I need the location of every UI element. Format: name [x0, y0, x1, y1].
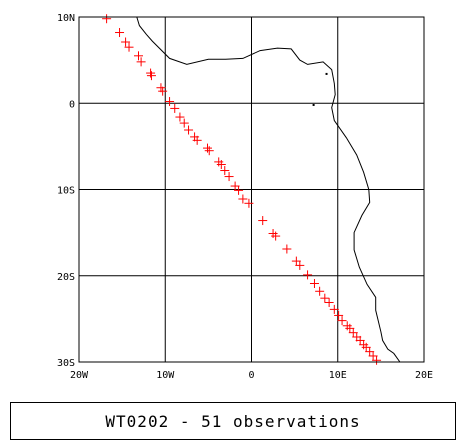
- observation-marker: [204, 146, 214, 156]
- observation-marker: [184, 125, 194, 135]
- caption-text: WT0202 - 51 observations: [105, 411, 361, 431]
- observation-marker: [136, 57, 146, 67]
- observation-marker: [315, 286, 325, 296]
- observation-marker: [258, 216, 268, 226]
- latitude-tick-label: 0: [69, 99, 75, 110]
- island-marker: [312, 103, 315, 106]
- island-marker: [325, 72, 328, 75]
- observation-marker: [134, 51, 144, 61]
- observation-marker: [146, 68, 156, 78]
- latitude-tick-label: 10S: [57, 186, 75, 197]
- observation-marker: [224, 172, 234, 182]
- observation-marker: [192, 135, 202, 145]
- observation-marker: [165, 97, 175, 107]
- coastline-path: [136, 16, 401, 363]
- observation-markers: [102, 14, 382, 365]
- map-plot: 20W 10W 0 10E 20E 10N 0 10S 20S 30S: [57, 13, 433, 381]
- longitude-tick-label: 10W: [156, 370, 175, 381]
- longitude-tick-label: 10E: [329, 370, 347, 381]
- observation-marker: [234, 185, 244, 195]
- observation-marker: [146, 71, 156, 81]
- observation-marker: [334, 310, 344, 320]
- observation-marker: [329, 304, 339, 314]
- longitude-tick-labels: 20W 10W 0 10E 20E: [70, 370, 433, 381]
- observation-marker: [124, 42, 134, 52]
- observation-marker: [179, 118, 189, 128]
- observation-marker: [102, 14, 112, 24]
- observation-marker: [175, 112, 185, 122]
- observation-marker: [342, 321, 352, 331]
- observation-marker: [238, 194, 248, 204]
- latitude-tick-label: 20S: [57, 272, 75, 283]
- longitude-tick-label: 20W: [70, 370, 89, 381]
- observation-marker: [282, 244, 292, 254]
- observation-marker: [372, 355, 382, 365]
- latitude-tick-label: 10N: [57, 13, 75, 24]
- observation-marker: [158, 86, 168, 96]
- observation-marker: [324, 297, 334, 307]
- latitude-tick-labels: 10N 0 10S 20S 30S: [57, 13, 75, 369]
- graticule-grid: [78, 16, 425, 363]
- observation-marker: [216, 159, 226, 169]
- longitude-tick-label: 0: [248, 370, 254, 381]
- longitude-tick-label: 20E: [415, 370, 433, 381]
- coastline: [136, 16, 401, 363]
- latitude-tick-label: 30S: [57, 358, 75, 369]
- observation-marker: [220, 166, 230, 176]
- observation-marker: [244, 198, 254, 208]
- observation-marker: [303, 270, 313, 280]
- observation-marker: [170, 103, 180, 113]
- observation-marker: [214, 157, 224, 167]
- map-frame: [78, 16, 425, 363]
- observation-marker: [337, 316, 347, 326]
- caption-box: WT0202 - 51 observations: [10, 402, 456, 440]
- observation-marker: [295, 260, 305, 270]
- observation-marker: [268, 228, 278, 238]
- observation-marker: [121, 37, 131, 47]
- observation-marker: [203, 143, 213, 153]
- observation-marker: [271, 231, 281, 241]
- observation-marker: [320, 293, 330, 303]
- observation-marker: [309, 279, 319, 289]
- observation-marker: [115, 28, 125, 38]
